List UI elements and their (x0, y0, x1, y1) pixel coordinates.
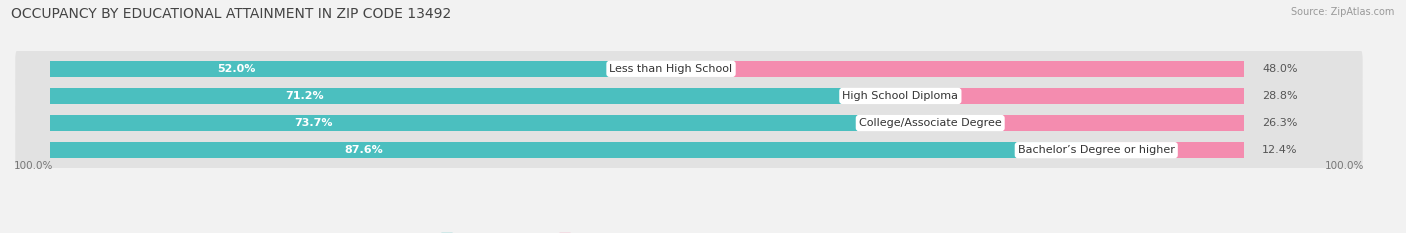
FancyBboxPatch shape (15, 48, 1362, 90)
Text: High School Diploma: High School Diploma (842, 91, 959, 101)
Text: 100.0%: 100.0% (14, 161, 53, 171)
Text: 87.6%: 87.6% (344, 145, 384, 155)
Text: 73.7%: 73.7% (295, 118, 333, 128)
Text: College/Associate Degree: College/Associate Degree (859, 118, 1001, 128)
Text: 52.0%: 52.0% (217, 64, 256, 74)
Text: 12.4%: 12.4% (1263, 145, 1298, 155)
Text: 71.2%: 71.2% (285, 91, 325, 101)
Text: 28.8%: 28.8% (1263, 91, 1298, 101)
Text: Bachelor’s Degree or higher: Bachelor’s Degree or higher (1018, 145, 1174, 155)
Bar (1097, 142, 1244, 158)
Bar (49, 115, 931, 131)
Text: Source: ZipAtlas.com: Source: ZipAtlas.com (1291, 7, 1395, 17)
Bar (900, 88, 1244, 104)
FancyBboxPatch shape (15, 102, 1362, 144)
Bar (49, 61, 671, 77)
Bar (671, 61, 1244, 77)
Text: 26.3%: 26.3% (1263, 118, 1298, 128)
Bar (931, 115, 1244, 131)
FancyBboxPatch shape (15, 75, 1362, 117)
Text: 48.0%: 48.0% (1263, 64, 1298, 74)
FancyBboxPatch shape (15, 129, 1362, 171)
Text: Less than High School: Less than High School (609, 64, 733, 74)
Text: OCCUPANCY BY EDUCATIONAL ATTAINMENT IN ZIP CODE 13492: OCCUPANCY BY EDUCATIONAL ATTAINMENT IN Z… (11, 7, 451, 21)
Bar (49, 88, 900, 104)
Bar (49, 142, 1097, 158)
Text: 100.0%: 100.0% (1324, 161, 1364, 171)
